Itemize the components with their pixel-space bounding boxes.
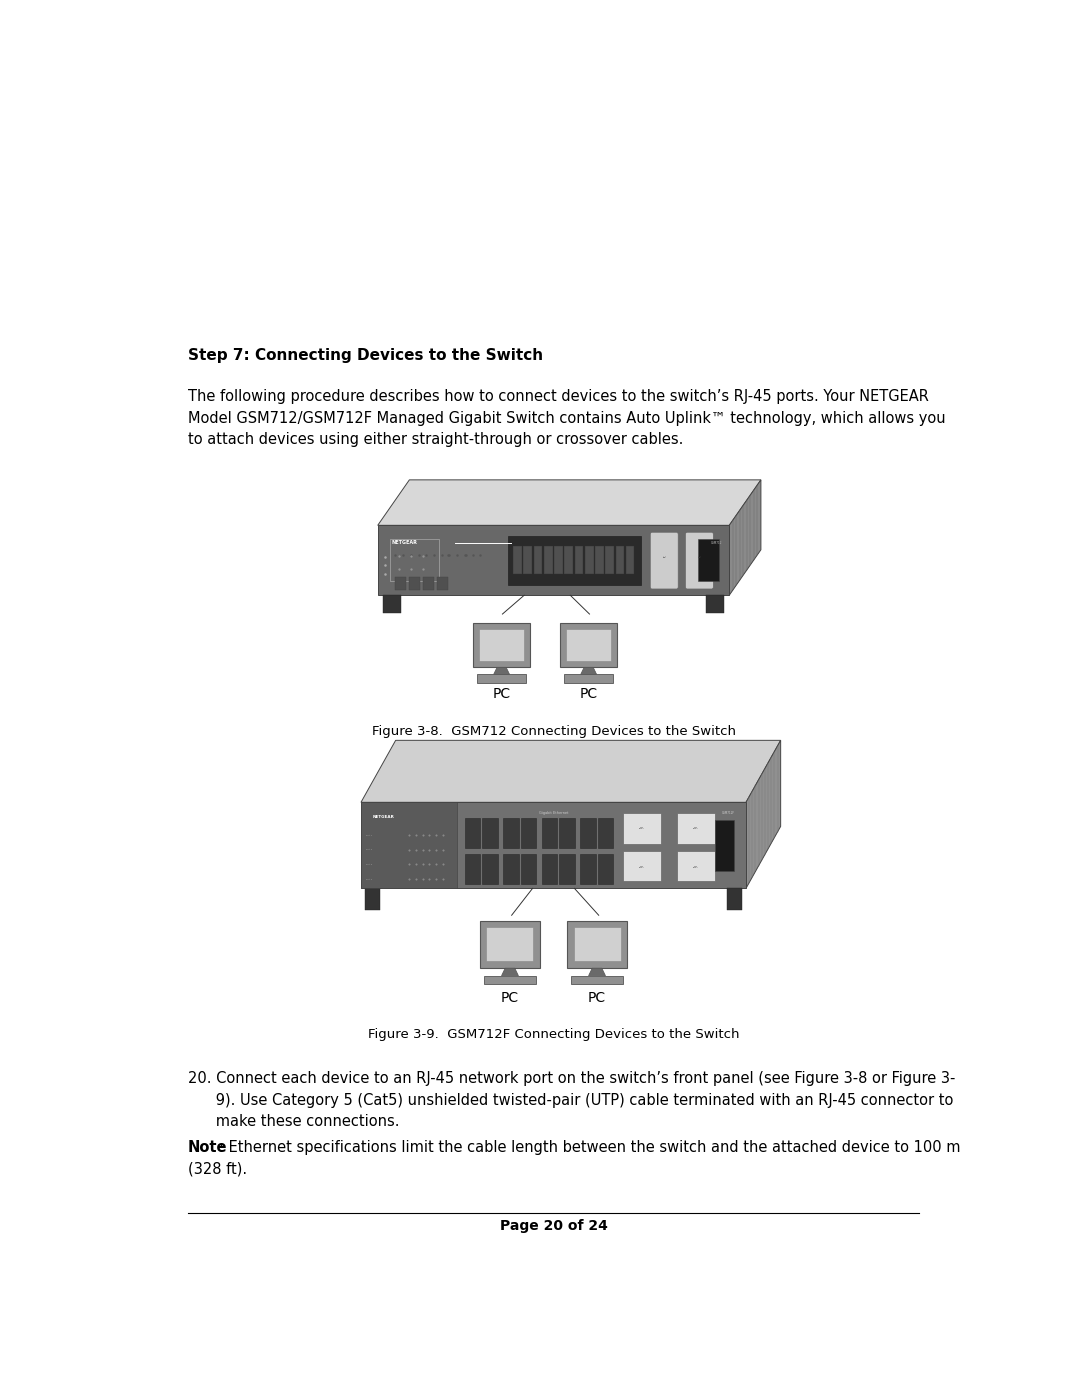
- FancyBboxPatch shape: [580, 817, 596, 848]
- FancyBboxPatch shape: [361, 802, 457, 888]
- Text: to attach devices using either straight-through or crossover cables.: to attach devices using either straight-…: [188, 432, 683, 447]
- FancyBboxPatch shape: [395, 577, 406, 590]
- FancyBboxPatch shape: [465, 817, 481, 848]
- FancyBboxPatch shape: [361, 802, 746, 888]
- Text: GSM712: GSM712: [711, 541, 723, 545]
- Polygon shape: [494, 668, 510, 675]
- FancyBboxPatch shape: [706, 595, 724, 613]
- FancyBboxPatch shape: [566, 629, 611, 661]
- Text: ↵: ↵: [663, 555, 665, 559]
- Text: 9). Use Category 5 (Cat5) unshielded twisted-pair (UTP) cable terminated with an: 9). Use Category 5 (Cat5) unshielded twi…: [188, 1092, 953, 1108]
- Polygon shape: [746, 740, 781, 888]
- FancyBboxPatch shape: [650, 532, 678, 590]
- FancyBboxPatch shape: [559, 854, 575, 884]
- FancyBboxPatch shape: [623, 851, 661, 882]
- FancyBboxPatch shape: [625, 546, 634, 574]
- Text: ↵: ↵: [698, 555, 701, 559]
- FancyBboxPatch shape: [378, 525, 729, 595]
- FancyBboxPatch shape: [677, 813, 715, 844]
- FancyBboxPatch shape: [573, 928, 621, 961]
- Text: PC: PC: [492, 687, 511, 701]
- Text: NETGEAR: NETGEAR: [373, 814, 394, 819]
- FancyBboxPatch shape: [480, 922, 540, 968]
- Text: : Ethernet specifications limit the cable length between the switch and the atta: : Ethernet specifications limit the cabl…: [218, 1140, 960, 1155]
- Text: 1000
Base-T: 1000 Base-T: [693, 827, 699, 830]
- Polygon shape: [589, 968, 606, 975]
- FancyBboxPatch shape: [508, 536, 642, 585]
- FancyBboxPatch shape: [686, 532, 714, 590]
- FancyBboxPatch shape: [544, 546, 553, 574]
- FancyBboxPatch shape: [595, 546, 604, 574]
- FancyBboxPatch shape: [483, 817, 498, 848]
- Text: Note: Note: [188, 1140, 227, 1155]
- Text: Page 20 of 24: Page 20 of 24: [500, 1218, 607, 1232]
- Text: 20. Connect each device to an RJ-45 network port on the switch’s front panel (se: 20. Connect each device to an RJ-45 netw…: [188, 1071, 955, 1087]
- FancyBboxPatch shape: [521, 817, 536, 848]
- Polygon shape: [581, 668, 596, 675]
- Text: Figure 3-8.  GSM712 Connecting Devices to the Switch: Figure 3-8. GSM712 Connecting Devices to…: [372, 725, 735, 738]
- FancyBboxPatch shape: [605, 546, 615, 574]
- FancyBboxPatch shape: [473, 623, 530, 668]
- FancyBboxPatch shape: [559, 817, 575, 848]
- FancyBboxPatch shape: [534, 546, 542, 574]
- FancyBboxPatch shape: [575, 546, 583, 574]
- FancyBboxPatch shape: [677, 851, 715, 882]
- FancyBboxPatch shape: [542, 817, 557, 848]
- Text: The following procedure describes how to connect devices to the switch’s RJ-45 p: The following procedure describes how to…: [188, 390, 929, 404]
- FancyBboxPatch shape: [477, 675, 526, 683]
- FancyBboxPatch shape: [409, 577, 420, 590]
- FancyBboxPatch shape: [483, 854, 498, 884]
- FancyBboxPatch shape: [580, 854, 596, 884]
- Text: PC: PC: [588, 990, 606, 1004]
- Text: PC: PC: [501, 990, 519, 1004]
- FancyBboxPatch shape: [565, 675, 612, 683]
- Text: (328 ft).: (328 ft).: [188, 1161, 247, 1176]
- FancyBboxPatch shape: [465, 854, 481, 884]
- Polygon shape: [501, 968, 518, 975]
- FancyBboxPatch shape: [383, 595, 401, 613]
- FancyBboxPatch shape: [565, 546, 573, 574]
- FancyBboxPatch shape: [616, 546, 624, 574]
- Text: PC: PC: [580, 687, 597, 701]
- FancyBboxPatch shape: [484, 975, 536, 985]
- Text: make these connections.: make these connections.: [188, 1115, 400, 1129]
- FancyBboxPatch shape: [521, 854, 536, 884]
- FancyBboxPatch shape: [486, 928, 534, 961]
- FancyBboxPatch shape: [542, 854, 557, 884]
- FancyBboxPatch shape: [571, 975, 623, 985]
- Text: 1000
Base-T: 1000 Base-T: [639, 866, 645, 868]
- Text: Step 7: Connecting Devices to the Switch: Step 7: Connecting Devices to the Switch: [188, 348, 543, 363]
- Text: NETGEAR: NETGEAR: [392, 541, 418, 545]
- FancyBboxPatch shape: [698, 539, 718, 581]
- FancyBboxPatch shape: [437, 577, 448, 590]
- FancyBboxPatch shape: [365, 888, 380, 909]
- FancyBboxPatch shape: [503, 854, 518, 884]
- FancyBboxPatch shape: [503, 817, 518, 848]
- Text: 1000
Base-T: 1000 Base-T: [639, 827, 645, 830]
- FancyBboxPatch shape: [597, 817, 613, 848]
- FancyBboxPatch shape: [715, 820, 734, 872]
- FancyBboxPatch shape: [597, 854, 613, 884]
- FancyBboxPatch shape: [623, 813, 661, 844]
- Polygon shape: [729, 479, 761, 595]
- Text: GSM712F: GSM712F: [721, 810, 734, 814]
- Text: Model GSM712/GSM712F Managed Gigabit Switch contains Auto Uplink™ technology, wh: Model GSM712/GSM712F Managed Gigabit Swi…: [188, 411, 945, 426]
- Text: Gigabit Ethernet: Gigabit Ethernet: [539, 810, 568, 814]
- Polygon shape: [361, 740, 781, 802]
- Polygon shape: [378, 479, 761, 525]
- FancyBboxPatch shape: [554, 546, 563, 574]
- Text: Figure 3-9.  GSM712F Connecting Devices to the Switch: Figure 3-9. GSM712F Connecting Devices t…: [368, 1028, 739, 1041]
- FancyBboxPatch shape: [727, 888, 742, 909]
- Text: 1000
Base-T: 1000 Base-T: [693, 866, 699, 868]
- FancyBboxPatch shape: [524, 546, 532, 574]
- FancyBboxPatch shape: [585, 546, 594, 574]
- FancyBboxPatch shape: [423, 577, 434, 590]
- FancyBboxPatch shape: [480, 629, 524, 661]
- FancyBboxPatch shape: [567, 922, 627, 968]
- FancyBboxPatch shape: [561, 623, 617, 668]
- FancyBboxPatch shape: [513, 546, 522, 574]
